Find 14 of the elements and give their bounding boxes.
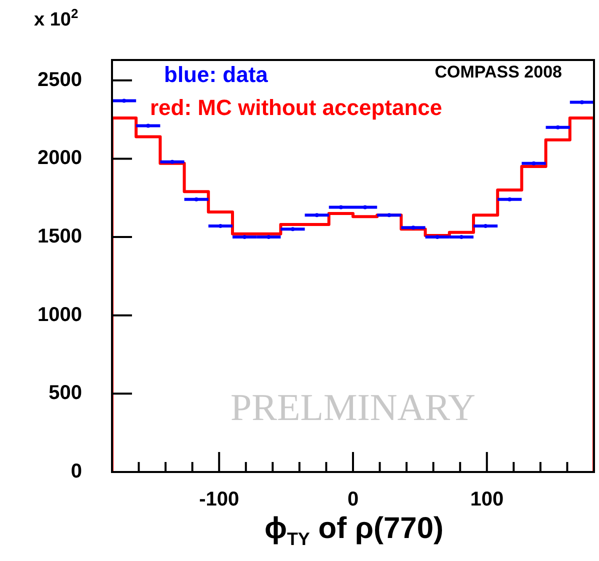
y-tick-label: 2500 — [38, 68, 82, 91]
x-tick-label: 100 — [470, 488, 504, 511]
series-label: red: MC without acceptance — [150, 95, 442, 121]
y-tick-label: 1000 — [38, 304, 82, 326]
y-tick-label: 500 — [48, 382, 82, 404]
y-tick-label: 0 — [70, 460, 82, 483]
x-axis-title: ϕ$_{TY}$ of ρ(770) — [263, 512, 445, 550]
y-tick-label: 1500 — [38, 226, 82, 248]
x-tick-label: 0 — [347, 488, 359, 511]
series-label: blue: data — [164, 62, 268, 88]
x-tick-label: -100 — [199, 488, 240, 511]
y-tick-label: 2000 — [38, 147, 82, 170]
y-axis-title: x 10$^{2}$ — [34, 6, 78, 32]
annotation: COMPASS 2008 — [434, 62, 562, 82]
